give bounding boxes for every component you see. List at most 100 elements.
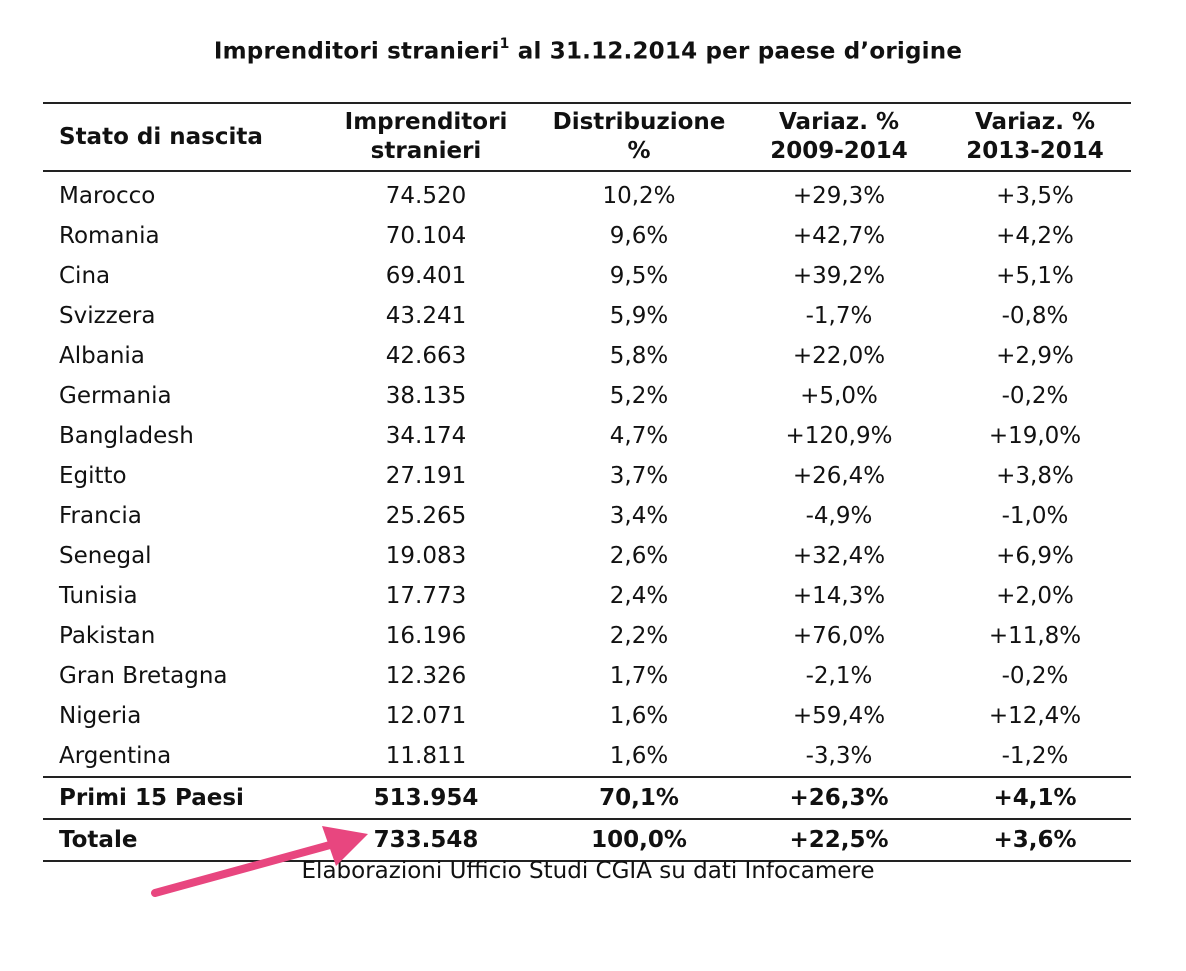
cell-variaz-2009-2014: -3,3% <box>805 743 873 769</box>
header-stato: Stato di nascita <box>59 123 263 150</box>
cell-imprenditori: 25.265 <box>385 503 467 529</box>
cell-variaz-2009-2014: +26,3% <box>789 785 889 811</box>
cell-variaz-2013-2014: +12,4% <box>988 703 1082 729</box>
table-row: Nigeria 12.071 1,6% +59,4% +12,4% <box>43 696 1131 736</box>
header-distribuzione: Distribuzione% <box>552 109 726 164</box>
cell-variaz-2013-2014: +3,5% <box>996 183 1074 209</box>
cell-variaz-2013-2014: -0,2% <box>1001 663 1069 689</box>
cell-stato: Argentina <box>59 743 172 769</box>
cell-stato: Romania <box>59 223 160 249</box>
cell-distribuzione: 3,4% <box>609 503 669 529</box>
cell-stato: Marocco <box>59 183 156 209</box>
cell-variaz-2009-2014: +42,7% <box>792 223 886 249</box>
footnote-mark: 1 <box>499 36 510 52</box>
cell-imprenditori: 513.954 <box>373 785 479 811</box>
cell-imprenditori: 43.241 <box>385 303 467 329</box>
cell-variaz-2013-2014: +6,9% <box>996 543 1074 569</box>
cell-variaz-2013-2014: -1,2% <box>1001 743 1069 769</box>
cell-variaz-2013-2014: -0,2% <box>1001 383 1069 409</box>
cell-variaz-2009-2014: +14,3% <box>792 583 886 609</box>
table-header-row: Stato di nascita Imprenditori stranieri D… <box>43 103 1131 171</box>
cell-stato: Nigeria <box>59 703 142 729</box>
cell-variaz-2009-2014: +22,5% <box>789 827 889 853</box>
table-row: Germania 38.135 5,2% +5,0% -0,2% <box>43 376 1131 416</box>
cell-stato: Germania <box>59 383 172 409</box>
cell-stato: Senegal <box>59 543 152 569</box>
cell-stato: Cina <box>59 263 111 289</box>
cell-imprenditori: 19.083 <box>385 543 467 569</box>
cell-stato: Primi 15 Paesi <box>59 785 244 811</box>
table-row: Cina 69.401 9,5% +39,2% +5,1% <box>43 256 1131 296</box>
cell-distribuzione: 5,8% <box>609 343 669 369</box>
cell-variaz-2013-2014: +2,0% <box>996 583 1074 609</box>
cell-distribuzione: 1,6% <box>609 743 669 769</box>
header-variaz-2009-2014: Variaz. % 2009-2014 <box>770 109 908 164</box>
cell-variaz-2009-2014: +5,0% <box>800 383 878 409</box>
summary-row-primi15: Primi 15 Paesi 513.954 70,1% +26,3% +4,1% <box>43 777 1131 819</box>
cell-variaz-2009-2014: +22,0% <box>792 343 886 369</box>
cell-distribuzione: 10,2% <box>602 183 676 209</box>
cell-variaz-2013-2014: +11,8% <box>988 623 1082 649</box>
cell-imprenditori: 38.135 <box>385 383 467 409</box>
cell-variaz-2013-2014: +4,1% <box>993 785 1077 811</box>
cell-distribuzione: 2,4% <box>609 583 669 609</box>
cell-variaz-2009-2014: +29,3% <box>792 183 886 209</box>
cell-variaz-2009-2014: -1,7% <box>805 303 873 329</box>
table-row: Gran Bretagna 12.326 1,7% -2,1% -0,2% <box>43 656 1131 696</box>
cell-variaz-2013-2014: +2,9% <box>996 343 1074 369</box>
cell-stato: Tunisia <box>59 583 138 609</box>
cell-variaz-2009-2014: -4,9% <box>805 503 873 529</box>
cell-variaz-2013-2014: +5,1% <box>996 263 1074 289</box>
cell-imprenditori: 70.104 <box>385 223 467 249</box>
cell-imprenditori: 42.663 <box>385 343 467 369</box>
cell-variaz-2009-2014: +59,4% <box>792 703 886 729</box>
cell-distribuzione: 70,1% <box>599 785 679 811</box>
cell-distribuzione: 3,7% <box>609 463 669 489</box>
cell-imprenditori: 733.548 <box>373 827 479 853</box>
cell-imprenditori: 16.196 <box>385 623 467 649</box>
cell-variaz-2013-2014: -1,0% <box>1001 503 1069 529</box>
header-variaz-2013-2014: Variaz. % 2013-2014 <box>966 109 1104 164</box>
cell-imprenditori: 34.174 <box>385 423 467 449</box>
cell-variaz-2013-2014: +19,0% <box>988 423 1082 449</box>
cell-variaz-2013-2014: +3,8% <box>996 463 1074 489</box>
source-note: Elaborazioni Ufficio Studi CGIA su dati … <box>301 858 875 884</box>
table-row: Marocco 74.520 10,2% +29,3% +3,5% <box>43 171 1131 216</box>
table-row: Argentina 11.811 1,6% -3,3% -1,2% <box>43 736 1131 777</box>
cell-variaz-2009-2014: -2,1% <box>805 663 873 689</box>
cell-imprenditori: 69.401 <box>385 263 467 289</box>
table-body: Marocco 74.520 10,2% +29,3% +3,5% Romania 70.1… <box>43 171 1131 861</box>
cell-imprenditori: 12.326 <box>385 663 467 689</box>
cell-distribuzione: 5,9% <box>609 303 669 329</box>
cell-stato: Gran Bretagna <box>59 663 228 689</box>
table-row: Francia 25.265 3,4% -4,9% -1,0% <box>43 496 1131 536</box>
title-rest: al 31.12.2014 per paese d’origine <box>509 38 963 65</box>
table-row: Albania 42.663 5,8% +22,0% +2,9% <box>43 336 1131 376</box>
cell-imprenditori: 12.071 <box>385 703 467 729</box>
summary-row-totale: Totale 733.548 100,0% +22,5% +3,6% <box>43 819 1131 861</box>
cell-distribuzione: 2,6% <box>609 543 669 569</box>
cell-distribuzione: 4,7% <box>609 423 669 449</box>
cell-stato: Albania <box>59 343 145 369</box>
table-title: Imprenditori stranieri1 al 31.12.2014 pe… <box>0 36 1176 65</box>
table-row: Tunisia 17.773 2,4% +14,3% +2,0% <box>43 576 1131 616</box>
cell-distribuzione: 9,5% <box>609 263 669 289</box>
cell-variaz-2013-2014: -0,8% <box>1001 303 1069 329</box>
data-table-container: Stato di nascita Imprenditori stranieri D… <box>43 102 1131 862</box>
cell-imprenditori: 11.811 <box>385 743 467 769</box>
cell-stato: Svizzera <box>59 303 156 329</box>
header-imprenditori: Imprenditori stranieri <box>344 109 508 164</box>
cell-imprenditori: 17.773 <box>385 583 467 609</box>
entrepreneurs-table: Stato di nascita Imprenditori stranieri D… <box>43 102 1131 862</box>
cell-stato: Pakistan <box>59 623 156 649</box>
table-row: Pakistan 16.196 2,2% +76,0% +11,8% <box>43 616 1131 656</box>
cell-stato: Egitto <box>59 463 127 489</box>
table-row: Bangladesh 34.174 4,7% +120,9% +19,0% <box>43 416 1131 456</box>
cell-variaz-2009-2014: +32,4% <box>792 543 886 569</box>
cell-imprenditori: 74.520 <box>385 183 467 209</box>
cell-distribuzione: 9,6% <box>609 223 669 249</box>
cell-distribuzione: 5,2% <box>609 383 669 409</box>
cell-stato: Bangladesh <box>59 423 194 449</box>
cell-variaz-2009-2014: +76,0% <box>792 623 886 649</box>
cell-distribuzione: 1,6% <box>609 703 669 729</box>
